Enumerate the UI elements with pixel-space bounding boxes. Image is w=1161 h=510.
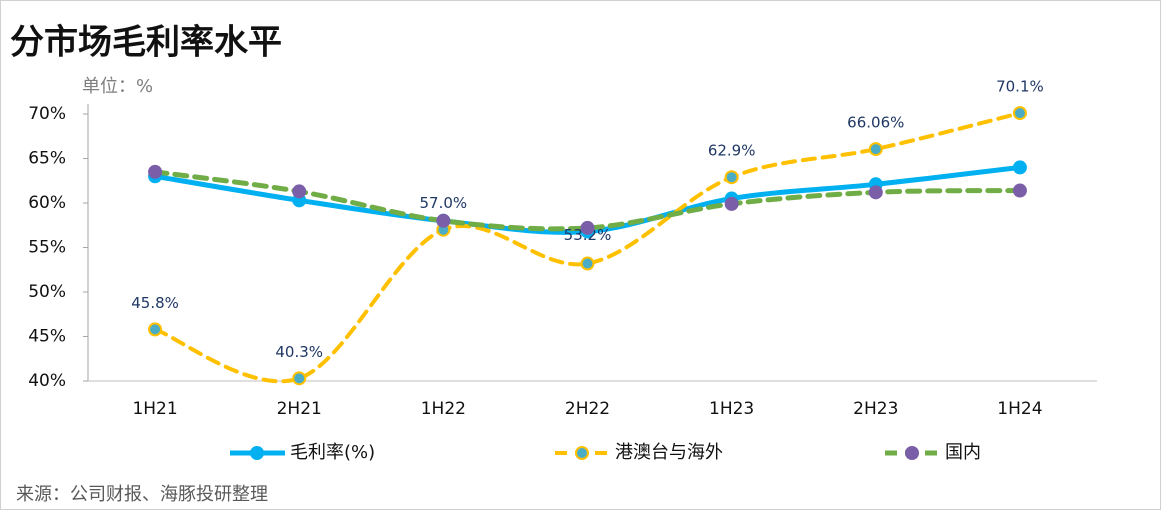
legend-label: 港澳台与海外: [615, 442, 723, 463]
y-tick-label: 45%: [28, 327, 66, 347]
marker: [724, 170, 739, 185]
marker: [292, 371, 307, 386]
x-tick-label: 2H23: [853, 399, 898, 419]
y-tick-label: 70%: [28, 104, 66, 124]
data-label: 53.2%: [564, 226, 612, 244]
marker: [292, 184, 307, 199]
y-tick-label: 65%: [28, 149, 66, 169]
y-tick-label: 55%: [28, 238, 66, 258]
marker: [868, 185, 883, 200]
x-tick-label: 2H22: [565, 399, 610, 419]
x-tick-label: 1H22: [421, 399, 466, 419]
data-label: 66.06%: [847, 114, 904, 132]
x-tick-label: 1H23: [709, 399, 754, 419]
marker: [1012, 106, 1027, 121]
x-tick-label: 1H24: [997, 399, 1042, 419]
legend-marker: [905, 446, 919, 460]
source-note: 来源：公司财报、海豚投研整理: [16, 484, 268, 505]
y-tick-label: 60%: [28, 193, 66, 213]
legend-label: 国内: [945, 442, 981, 463]
marker: [148, 164, 163, 179]
y-tick-label: 50%: [28, 282, 66, 302]
marker: [724, 196, 739, 211]
marker: [436, 213, 451, 228]
legend-marker: [575, 446, 589, 460]
unit-label: 单位：%: [82, 76, 153, 97]
data-label: 40.3%: [275, 343, 323, 361]
marker: [580, 220, 595, 235]
data-label: 45.8%: [131, 294, 179, 312]
x-tick-label: 2H21: [277, 399, 322, 419]
data-label: 57.0%: [420, 194, 468, 212]
marker: [148, 322, 163, 337]
legend-marker: [250, 446, 264, 460]
y-tick-label: 40%: [28, 371, 66, 391]
marker: [580, 256, 595, 271]
data-label: 62.9%: [708, 142, 756, 160]
marker: [1012, 160, 1027, 175]
chart-title: 分市场毛利率水平: [10, 23, 282, 63]
data-label: 70.1%: [996, 78, 1044, 96]
marker: [1012, 183, 1027, 198]
legend-label: 毛利率(%): [290, 442, 375, 463]
marker: [868, 142, 883, 157]
x-tick-label: 1H21: [132, 399, 177, 419]
